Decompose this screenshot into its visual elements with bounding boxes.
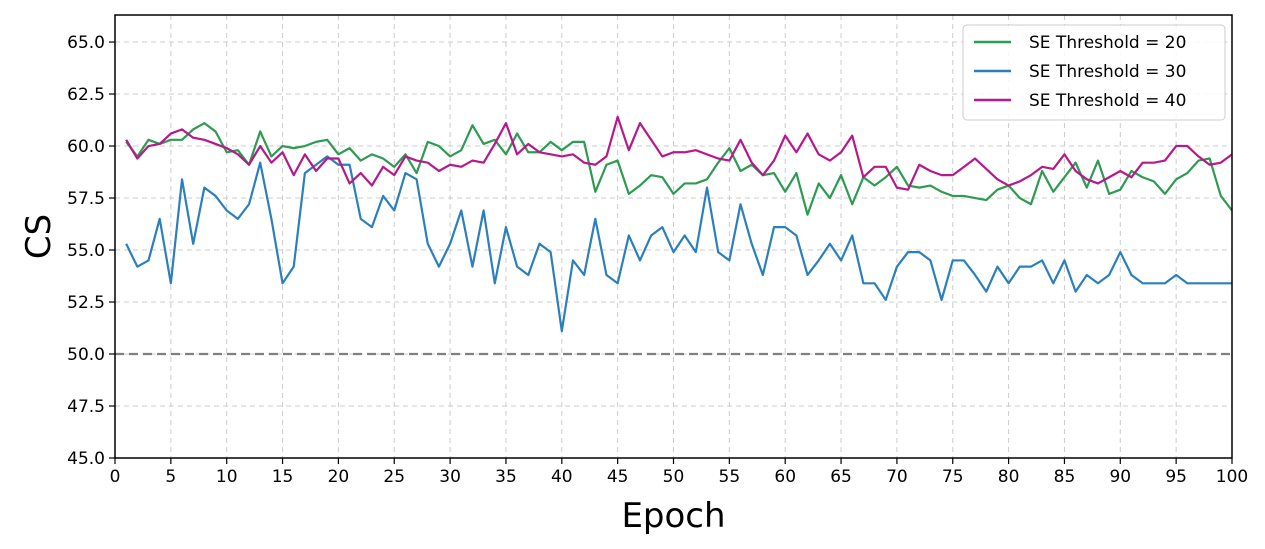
x-tick-label: 100 [1216,467,1248,487]
x-tick-label: 75 [942,467,964,487]
x-tick-label: 20 [328,467,350,487]
y-tick-label: 45.0 [67,449,105,469]
x-tick-label: 80 [998,467,1020,487]
x-tick-label: 30 [439,467,461,487]
x-tick-label: 45 [607,467,629,487]
x-tick-label: 65 [830,467,852,487]
y-tick-label: 60.0 [67,137,105,157]
x-tick-label: 25 [383,467,405,487]
y-tick-label: 52.5 [67,293,105,313]
x-tick-label: 10 [216,467,238,487]
x-tick-label: 50 [663,467,685,487]
x-ticks: 0 5 10 15 20 25 30 35 40 45 50 55 60 65 70 75 80 85 90 95 10… [110,458,1248,487]
x-axis-title: Epoch [621,496,725,536]
y-axis-title: CS [19,214,59,259]
y-tick-label: 62.5 [67,85,105,105]
legend-label: SE Threshold = 40 [1029,91,1186,111]
y-tick-label: 47.5 [67,397,105,417]
x-tick-label: 0 [110,467,121,487]
y-tick-label: 50.0 [67,345,105,365]
x-tick-label: 5 [165,467,176,487]
x-tick-label: 40 [551,467,573,487]
series-line-1 [125,122,1233,216]
x-tick-label: 95 [1165,467,1187,487]
y-tick-label: 55.0 [67,241,105,261]
x-tick-label: 85 [1054,467,1076,487]
x-tick-label: 90 [1109,467,1131,487]
series-line-3 [125,115,1233,191]
x-tick-label: 60 [774,467,796,487]
x-tick-label: 55 [719,467,741,487]
legend-label: SE Threshold = 30 [1029,62,1186,82]
x-tick-label: 35 [495,467,517,487]
legend-label: SE Threshold = 20 [1029,33,1186,53]
x-tick-label: 15 [272,467,294,487]
series-line-2 [125,155,1232,333]
legend: SE Threshold = 20 SE Threshold = 30 SE Thr… [962,24,1226,121]
y-ticks: 45.0 47.5 50.0 52.5 55.0 57.5 60.0 62.5 65.0 [67,33,115,469]
x-tick-label: 70 [886,467,908,487]
legend-box [962,24,1226,121]
y-tick-label: 57.5 [67,189,105,209]
series-lines [125,115,1233,333]
y-tick-label: 65.0 [67,33,105,53]
